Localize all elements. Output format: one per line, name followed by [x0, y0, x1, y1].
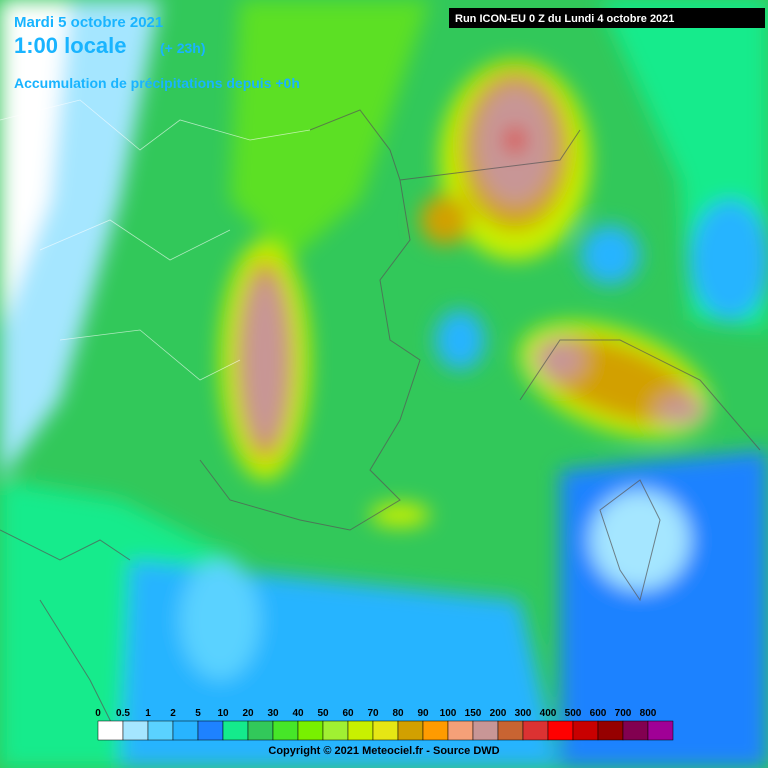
legend-label: 5 [195, 708, 201, 719]
legend-swatch [172, 720, 199, 741]
legend-label: 300 [515, 708, 532, 719]
legend-swatch [447, 720, 474, 741]
legend-swatch [397, 720, 424, 741]
borders [0, 109, 761, 741]
legend-label: 100 [440, 708, 457, 719]
legend-swatch [497, 720, 524, 741]
legend-swatch [472, 720, 499, 741]
regions [0, 99, 311, 381]
legend-swatch [422, 720, 449, 741]
legend-swatch [347, 720, 374, 741]
legend-swatch [222, 720, 249, 741]
legend-swatch [622, 720, 649, 741]
copyright: Copyright © 2021 Meteociel.fr - Source D… [268, 745, 499, 757]
date: Mardi 5 octobre 2021 [14, 14, 163, 31]
legend-swatch [322, 720, 349, 741]
legend-label: 1 [145, 708, 151, 719]
legend-label: 400 [540, 708, 557, 719]
legend-label: 80 [392, 708, 404, 719]
legend-label: 500 [565, 708, 582, 719]
legend-label: 90 [417, 708, 429, 719]
legend-label: 70 [367, 708, 379, 719]
legend-label: 700 [615, 708, 632, 719]
legend-swatch [547, 720, 574, 741]
legend-label: 40 [292, 708, 304, 719]
time: 1:00 locale [14, 33, 127, 58]
legend-swatch [147, 720, 174, 741]
legend-swatch [597, 720, 624, 741]
legend-swatch [272, 720, 299, 741]
legend-label: 20 [242, 708, 254, 719]
legend-label: 600 [590, 708, 607, 719]
legend-label: 10 [217, 708, 229, 719]
legend-swatch [522, 720, 549, 741]
run-banner [449, 8, 765, 28]
legend-swatch [247, 720, 274, 741]
legend: 0 0.5 1 2 5 10 20 30 40 50 60 70 80 90 100 150 200 300 400… [95, 708, 674, 741]
legend-label: 800 [640, 708, 657, 719]
legend-label: 200 [490, 708, 507, 719]
offset: (+ 23h) [160, 40, 206, 56]
legend-label: 30 [267, 708, 279, 719]
legend-label: 2 [170, 708, 176, 719]
legend-swatch [572, 720, 599, 741]
legend-swatch [372, 720, 399, 741]
legend-swatch [297, 720, 324, 741]
legend-label: 0 [95, 708, 101, 719]
legend-label: 50 [317, 708, 329, 719]
legend-swatch [647, 720, 674, 741]
legend-swatch [122, 720, 149, 741]
legend-swatch [97, 720, 124, 741]
legend-label: 0.5 [116, 708, 130, 719]
legend-label: 150 [465, 708, 482, 719]
legend-label: 60 [342, 708, 354, 719]
legend-swatch [197, 720, 224, 741]
run-info: Run ICON-EU 0 Z du Lundi 4 octobre 2021 [455, 13, 674, 25]
subtitle: Accumulation de précipitations depuis +0… [14, 75, 300, 91]
